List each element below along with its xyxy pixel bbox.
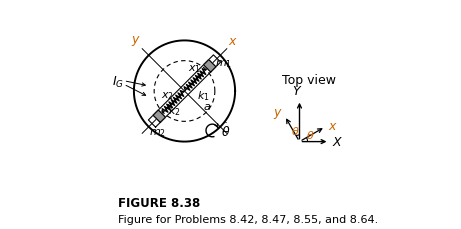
Text: $X$: $X$: [332, 136, 343, 148]
Text: $a$: $a$: [203, 101, 212, 112]
Text: $y$: $y$: [273, 107, 283, 121]
Text: $\theta$: $\theta$: [306, 128, 315, 140]
Text: FIGURE 8.38: FIGURE 8.38: [118, 196, 200, 209]
Text: Top view: Top view: [282, 74, 336, 87]
Text: $m_1$: $m_1$: [215, 58, 232, 70]
Text: $x_1$: $x_1$: [188, 63, 201, 75]
Text: $x$: $x$: [328, 119, 337, 132]
Text: $I_G$: $I_G$: [112, 75, 124, 90]
Text: $k_2$: $k_2$: [168, 104, 181, 118]
Text: $\theta$: $\theta$: [291, 125, 300, 136]
Text: $y$: $y$: [131, 34, 141, 48]
Text: $x_2$: $x_2$: [161, 90, 174, 101]
Text: $Y$: $Y$: [292, 85, 303, 98]
Text: $k_1$: $k_1$: [197, 89, 210, 103]
Text: $x$: $x$: [228, 35, 238, 48]
Polygon shape: [153, 111, 165, 123]
Polygon shape: [203, 60, 216, 73]
Text: $\dot{\theta}$: $\dot{\theta}$: [221, 122, 230, 139]
Text: Figure for Problems 8.42, 8.47, 8.55, and 8.64.: Figure for Problems 8.42, 8.47, 8.55, an…: [118, 214, 378, 224]
Text: $m_2$: $m_2$: [148, 127, 165, 139]
